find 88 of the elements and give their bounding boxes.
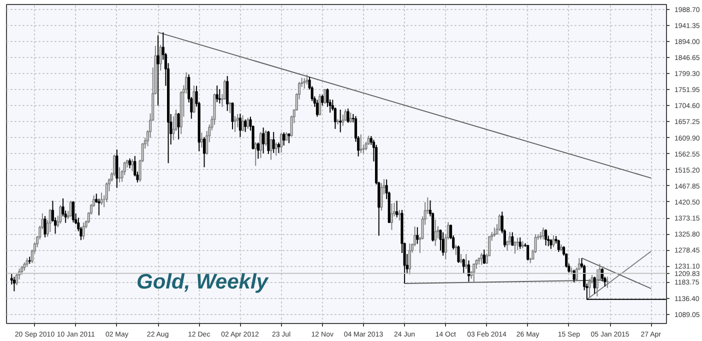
candlestick	[472, 262, 476, 284]
candlestick	[552, 234, 555, 248]
candlestick	[480, 252, 483, 266]
candlestick	[128, 158, 132, 169]
text: Gold, Weekly	[136, 270, 270, 294]
candlestick	[216, 85, 218, 103]
candlestick	[303, 78, 306, 90]
candlestick	[390, 202, 394, 230]
candlestick	[105, 182, 108, 203]
candlestick	[131, 158, 134, 172]
candlestick	[306, 74, 308, 86]
candlestick	[514, 240, 516, 254]
candlestick	[241, 114, 244, 132]
candlestick	[200, 132, 203, 148]
candlestick	[442, 232, 444, 256]
candlestick	[498, 214, 501, 232]
candlestick	[439, 229, 442, 252]
candlestick	[69, 200, 72, 218]
candlestick	[100, 192, 103, 206]
candlestick	[557, 239, 560, 252]
candlestick	[482, 249, 486, 264]
candlestick	[316, 99, 319, 118]
candlestick	[408, 242, 411, 275]
candlestick	[274, 142, 278, 156]
candlestick	[236, 113, 239, 128]
candlestick	[231, 102, 234, 130]
candlestick	[118, 166, 121, 183]
candlestick	[526, 244, 530, 261]
candlestick	[238, 113, 242, 138]
candlestick	[457, 245, 460, 264]
candlestick	[262, 127, 265, 154]
candlestick	[346, 108, 350, 124]
candlestick	[270, 138, 272, 160]
candlestick	[218, 88, 221, 104]
candlestick	[454, 244, 458, 256]
candlestick	[462, 258, 465, 274]
candlestick	[15, 272, 18, 286]
candlestick	[226, 76, 229, 112]
candlestick	[259, 131, 262, 159]
candlestick	[59, 204, 62, 224]
candlestick	[228, 102, 232, 114]
candlestick	[82, 222, 85, 240]
candlestick	[282, 132, 286, 146]
candlestick	[254, 142, 257, 166]
candlestick	[202, 136, 206, 168]
candlestick	[434, 219, 437, 246]
candlestick	[596, 268, 598, 297]
candlestick	[44, 216, 46, 238]
candlestick	[516, 237, 519, 251]
candlestick	[339, 109, 342, 133]
candlestick	[511, 232, 514, 246]
candlestick	[192, 85, 196, 114]
candlestick	[264, 130, 268, 146]
candlestick	[324, 88, 326, 104]
candlestick	[244, 118, 247, 132]
candlestick	[360, 134, 362, 154]
candlestick	[396, 200, 398, 218]
candlestick	[606, 276, 609, 288]
candlestick	[280, 132, 283, 154]
candlestick	[518, 236, 522, 250]
candlestick	[493, 227, 496, 238]
candlestick	[318, 93, 322, 116]
candlestick	[550, 238, 552, 250]
candlestick	[321, 94, 324, 106]
candlestick	[464, 254, 468, 270]
candlestick	[72, 200, 75, 223]
candlestick	[460, 254, 462, 264]
candlestick	[12, 276, 16, 292]
candlestick	[246, 117, 250, 130]
candlestick	[593, 276, 596, 294]
candlestick	[267, 130, 270, 154]
candlestick	[544, 228, 548, 246]
candlestick	[475, 258, 478, 270]
candlestick	[542, 227, 545, 240]
candlestick	[28, 256, 31, 264]
candlestick	[349, 112, 352, 124]
candlestick	[256, 142, 260, 160]
candlestick	[159, 44, 162, 72]
candlestick	[416, 226, 419, 244]
candlestick	[48, 208, 52, 232]
candlestick	[380, 182, 383, 212]
candlestick	[234, 116, 236, 132]
candlestick	[277, 142, 280, 154]
candlestick	[116, 149, 118, 188]
candlestick	[272, 131, 275, 154]
candlestick	[177, 112, 180, 140]
candlestick	[156, 34, 160, 106]
candlestick	[398, 209, 401, 221]
